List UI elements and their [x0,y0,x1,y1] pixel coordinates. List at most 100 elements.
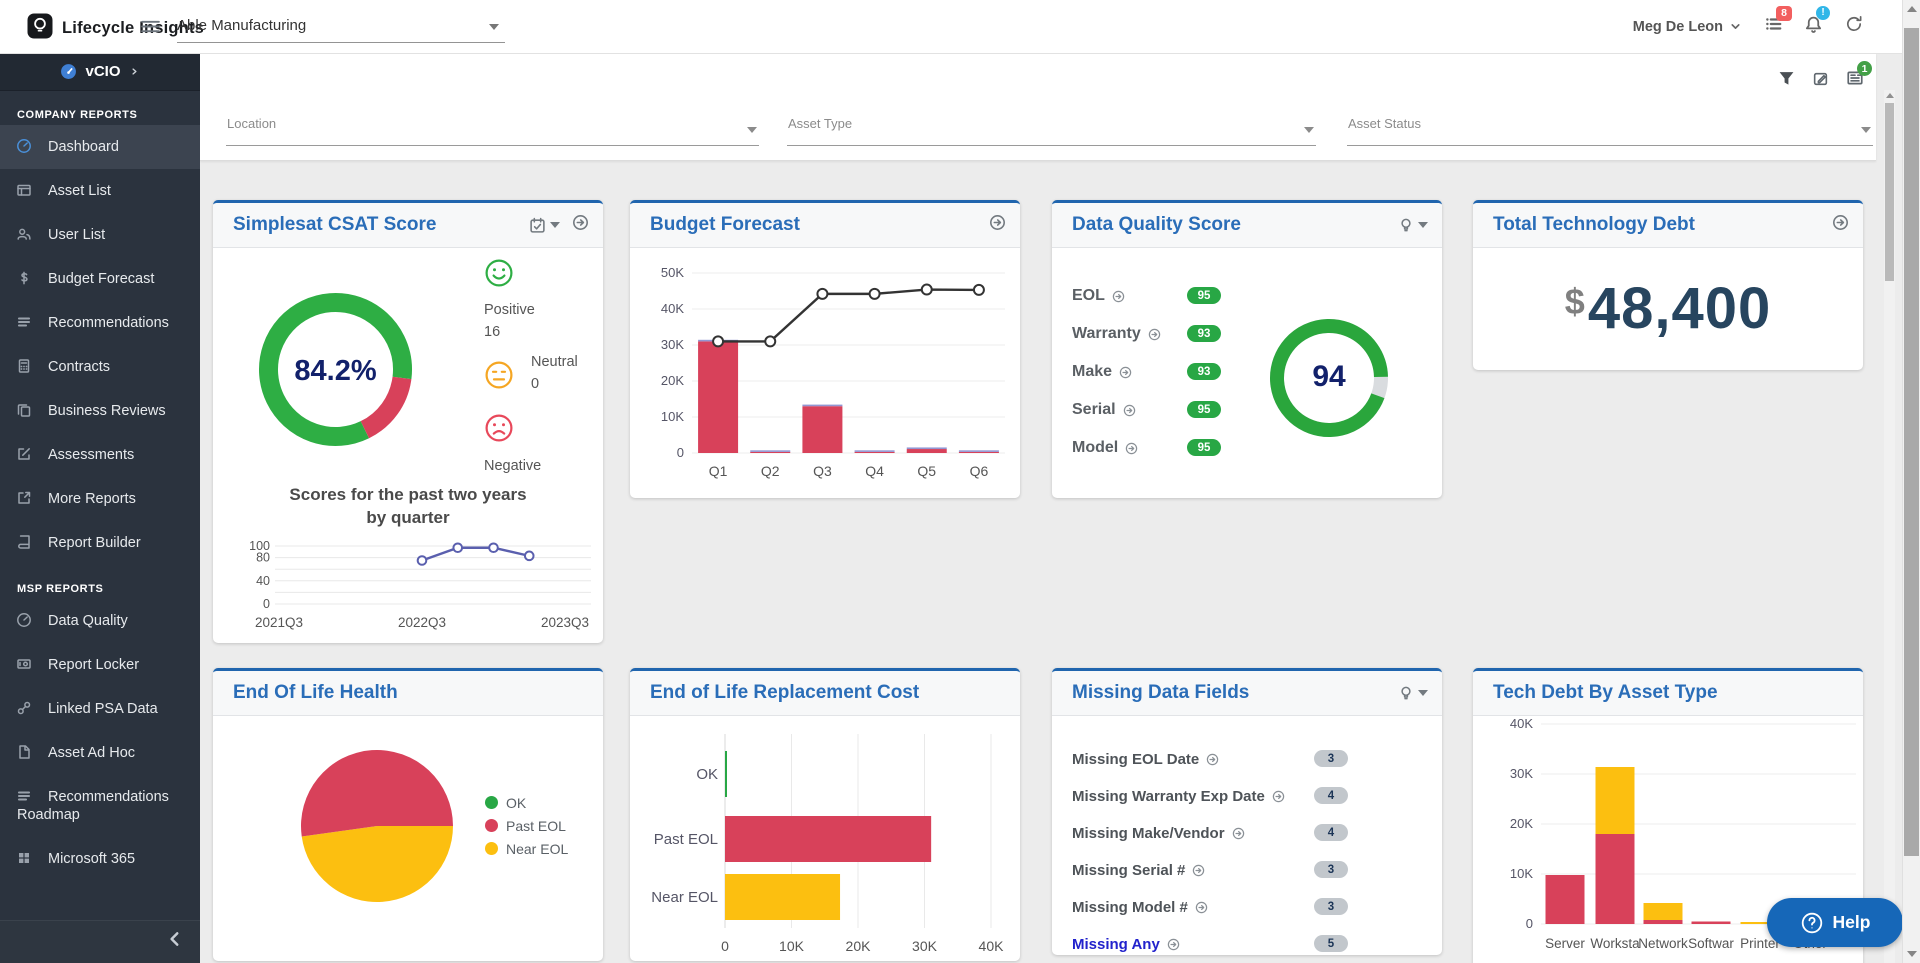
sad-face-icon [484,413,514,443]
goto-icon[interactable] [1167,938,1180,951]
svg-text:Q1: Q1 [709,463,728,479]
dashboard-scrollbar[interactable] [1884,90,1895,963]
reports-button[interactable]: 1 [1846,61,1872,92]
card-header: Budget Forecast [630,203,1020,248]
sidebar-item-assessments[interactable]: Assessments [0,433,200,477]
goto-report-button[interactable] [572,214,589,236]
svg-text:Q4: Q4 [865,463,884,479]
sidebar-item-user-list[interactable]: User List [0,213,200,257]
svg-text:30K: 30K [912,938,938,954]
dq-row-label: Model [1072,439,1119,456]
sidebar-item-report-builder[interactable]: Report Builder [0,521,200,565]
insight-menu-button[interactable] [1398,217,1428,233]
svg-text:20K: 20K [661,373,684,388]
tech-debt-value: $ 48,400 [1473,248,1863,368]
goto-icon[interactable] [1232,827,1245,840]
sidebar-item-label: Budget Forecast [48,271,155,287]
svg-text:2023Q3: 2023Q3 [541,615,589,630]
dq-row-serial: Serial 95 [1072,400,1221,420]
location-filter[interactable]: Location [226,113,759,146]
sidebar-item-label: Linked PSA Data [48,701,158,717]
goto-report-button[interactable] [989,214,1006,236]
missing-row-label[interactable]: Missing Any [1072,935,1160,953]
caret-down-icon [1418,690,1428,696]
svg-text:30K: 30K [661,337,684,352]
missing-count-badge: 3 [1314,898,1348,915]
dq-gauge-chart [1270,319,1388,437]
user-menu[interactable]: Meg De Leon [1633,19,1742,35]
card-header: Total Technology Debt [1473,203,1863,248]
missing-row-missing-model: Missing Model # 3 [1072,897,1348,917]
missing-row-label: Missing Serial # [1072,861,1186,879]
sidebar-item-contracts[interactable]: Contracts [0,345,200,389]
page-scrollbar-thumb[interactable] [1904,28,1919,856]
dq-score-badge: 93 [1187,325,1221,342]
sidebar-item-budget-forecast[interactable]: Budget Forecast [0,257,200,301]
scroll-up-icon [1886,93,1894,98]
svg-text:Q2: Q2 [761,463,780,479]
card-body: Missing EOL Date 3 Missing Warranty Exp Da… [1052,716,1442,953]
card-title: End of Life Replacement Cost [650,682,920,703]
sidebar-item-asset-ad-hoc[interactable]: Asset Ad Hoc [0,731,200,775]
sidebar-item-dashboard[interactable]: Dashboard [0,125,200,169]
svg-text:20K: 20K [1510,816,1533,831]
goto-icon[interactable] [1125,442,1138,455]
dq-row-label: Serial [1072,401,1116,418]
card-body: EOL 95 Warranty 93 Make 93 Serial 95 Model 95 94 [1052,248,1442,496]
sidebar-item-business-reviews[interactable]: Business Reviews [0,389,200,433]
sidebar-item-asset-list[interactable]: Asset List [0,169,200,213]
data-quality-score-card: Data Quality Score EOL 95 Warranty 93 Make 93… [1052,200,1442,498]
sidebar-item-recommendations-roadmap[interactable]: Recommendations Roadmap [0,775,200,837]
goto-icon[interactable] [1192,864,1205,877]
goto-icon[interactable] [1112,290,1125,303]
tasks-button[interactable]: 8 [1764,6,1792,38]
notifications-button[interactable]: ! [1804,5,1830,39]
sidebar-item-label: User List [48,227,106,243]
company-selector[interactable]: Able Manufacturing [177,8,505,43]
goto-icon[interactable] [1195,901,1208,914]
refresh-button[interactable] [1845,15,1863,38]
asset-status-filter[interactable]: Asset Status [1347,113,1873,146]
card-title: Total Technology Debt [1493,214,1695,235]
company-selector-value: Able Manufacturing [177,16,307,34]
goto-icon[interactable] [1206,753,1219,766]
help-button[interactable]: Help [1767,898,1903,947]
edit-dashboard-button[interactable] [1812,70,1829,92]
lightbulb-logo-icon [27,13,53,44]
sidebar-collapse-button[interactable] [166,930,184,953]
total-tech-debt-card: Total Technology Debt $ 48,400 [1473,200,1863,370]
sidebar-module-switcher[interactable]: vCIO [0,53,200,91]
panel-toolbar: 1 [1778,61,1872,92]
caret-down-icon [747,120,757,138]
filter-button[interactable] [1778,70,1795,92]
dq-row-label: Make [1072,363,1113,380]
insight-menu-button[interactable] [1398,685,1428,701]
caret-down-icon [1304,120,1314,138]
asset-type-filter[interactable]: Asset Type [787,113,1316,146]
scroll-down-icon [1907,951,1917,957]
sidebar-item-more-reports[interactable]: More Reports [0,477,200,521]
missing-count-badge: 3 [1314,750,1348,767]
sidebar-item-label: Data Quality [48,613,128,629]
sidebar-item-report-locker[interactable]: Report Locker [0,643,200,687]
sidebar-item-data-quality[interactable]: Data Quality [0,599,200,643]
goto-icon[interactable] [1119,366,1132,379]
asset-type-filter-label: Asset Type [788,116,853,131]
card-header: End of Life Replacement Cost [630,671,1020,716]
card-title: End Of Life Health [233,682,398,703]
missing-row-missing-eol-date: Missing EOL Date 3 [1072,749,1348,769]
sidebar-item-recommendations[interactable]: Recommendations [0,301,200,345]
page-scrollbar[interactable] [1902,0,1920,963]
calendar-range-button[interactable] [529,217,560,234]
goto-icon[interactable] [1123,404,1136,417]
dashboard-scrollbar-thumb[interactable] [1885,103,1894,281]
sidebar-item-linked-psa-data[interactable]: Linked PSA Data [0,687,200,731]
hamburger-menu-icon[interactable] [140,17,161,41]
goto-icon[interactable] [1272,790,1285,803]
goto-report-button[interactable] [1832,214,1849,236]
goto-icon[interactable] [1148,328,1161,341]
missing-row-missing-warranty-exp-date: Missing Warranty Exp Date 4 [1072,786,1348,806]
eol-replacement-cost-card: End of Life Replacement Cost 0 10K 20K 30K 4… [630,668,1020,961]
sidebar-item-microsoft-365[interactable]: Microsoft 365 [0,837,200,881]
